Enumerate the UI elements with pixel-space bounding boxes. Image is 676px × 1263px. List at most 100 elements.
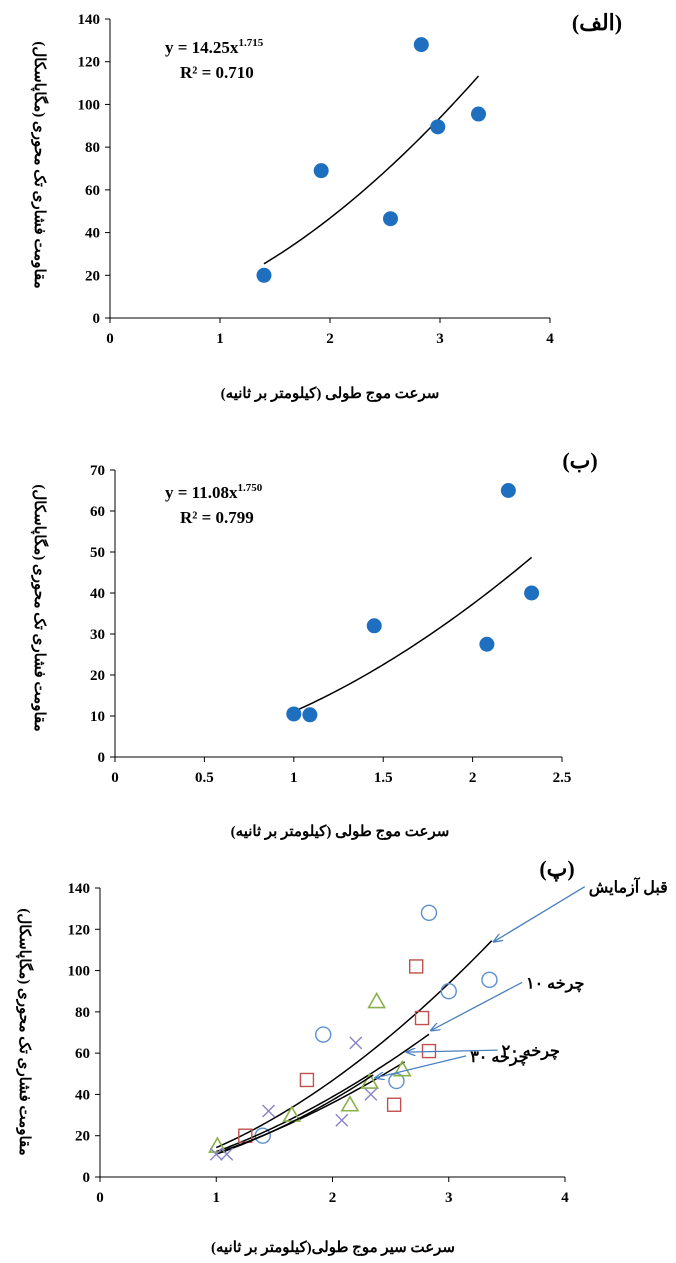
data-point <box>366 618 382 634</box>
data-point-triangle <box>282 1105 302 1122</box>
y-tick-label: 20 <box>90 668 105 684</box>
data-point-triangle <box>360 1072 380 1089</box>
data-point-square <box>386 1097 402 1112</box>
fit-curve <box>216 1061 405 1154</box>
fit-equation-base: y = 14.25x <box>165 38 239 57</box>
fit-equation-exponent: 1.715 <box>238 37 263 49</box>
series-label: چرخه ۲۰ <box>502 1043 560 1061</box>
panel-label: (ب) <box>562 448 597 473</box>
x-tick-label: 0 <box>111 770 119 786</box>
y-tick-label: 100 <box>78 97 101 113</box>
data-point <box>302 707 318 723</box>
x-tick-label: 3 <box>436 331 444 347</box>
data-point-circle <box>440 983 457 1000</box>
data-point-triangle <box>392 1060 412 1077</box>
data-point-x-stroke <box>209 1147 223 1161</box>
y-axis-title: مقاومت فشاری تک محوری (مگاپاسکال) <box>30 41 49 288</box>
y-tick-label: 60 <box>90 504 105 520</box>
y-tick-label: 120 <box>78 55 101 71</box>
series-label-arrow <box>431 981 523 1030</box>
fit-equation-base: y = 11.08x <box>165 483 238 502</box>
x-tick-label: 0 <box>96 1190 104 1206</box>
data-point-square <box>414 1010 430 1026</box>
y-tick-label: 80 <box>85 140 100 156</box>
x-tick-label: 2 <box>326 331 334 347</box>
y-tick-label: 60 <box>75 1046 90 1062</box>
data-point-x <box>262 1104 276 1118</box>
y-tick-label: 50 <box>90 545 105 561</box>
series-label-arrow <box>494 886 586 942</box>
chart-panel-be: 0 0.5 1 1.5 2 2.5 0 10 20 30 40 50 60 70 سرعت موج طولی… <box>30 448 598 840</box>
r-squared: R² = 0.710 <box>180 63 254 82</box>
y-tick-label: 80 <box>75 1005 90 1021</box>
fit-equation: y = 14.25x1.715 <box>165 37 264 57</box>
y-tick-label: 20 <box>85 268 100 284</box>
data-point <box>256 267 272 283</box>
data-point-circle <box>420 904 438 921</box>
fit-equation: y = 11.08x1.750 <box>165 482 263 502</box>
series-x: چرخه ۳۰ <box>209 1036 529 1161</box>
data-point <box>471 106 486 122</box>
series-label: چرخه ۳۰ <box>470 1049 528 1067</box>
y-axis-title: مقاومت فشاری تک محوری (مگاپاسکال) <box>30 484 49 731</box>
x-axis-title: سرعت سیر موج طولی(کیلومتر بر ثانیه) <box>211 1240 455 1256</box>
series-triangle: چرخه ۲۰ <box>208 991 560 1154</box>
x-tick-label: 0.5 <box>195 770 214 786</box>
x-tick-label: 2 <box>469 770 477 786</box>
data-point <box>430 119 446 135</box>
series-circle: قبل آزمایش <box>215 876 668 1149</box>
x-tick-label: 0 <box>106 331 114 347</box>
data-point-square <box>299 1072 315 1088</box>
y-tick-label: 40 <box>90 586 105 602</box>
data-point <box>500 483 516 498</box>
y-tick-label: 60 <box>85 183 100 199</box>
data-point-triangle <box>367 991 387 1009</box>
y-tick-label: 10 <box>90 709 105 725</box>
y-tick-label: 140 <box>68 881 91 897</box>
y-tick-label: 70 <box>90 463 105 479</box>
x-tick-label: 1 <box>216 331 224 347</box>
series-label-arrow <box>375 1055 467 1078</box>
y-tick-label: 140 <box>78 12 101 28</box>
x-tick-label: 4 <box>561 1190 569 1206</box>
panel-label: (پ) <box>539 856 574 883</box>
fit-curve <box>216 1074 374 1155</box>
data-point-circle <box>481 971 498 989</box>
x-tick-label: 4 <box>546 331 554 347</box>
data-point-x <box>335 1113 349 1127</box>
data-point-circle <box>388 1072 405 1090</box>
data-point-x-stroke <box>220 1147 234 1161</box>
x-axis-title: سرعت موج طولی (کیلومتر بر ثانیه) <box>221 386 440 402</box>
fit-curve <box>215 1033 430 1153</box>
y-tick-label: 0 <box>98 750 106 766</box>
x-tick-label: 1 <box>290 770 298 786</box>
data-point-circle <box>315 1026 332 1043</box>
data-point <box>524 585 540 601</box>
y-tick-label: 120 <box>68 922 91 938</box>
data-point-triangle <box>340 1095 360 1112</box>
panel-label: (الف) <box>572 10 622 35</box>
data-point-x-stroke <box>335 1113 349 1127</box>
fit-curve <box>293 556 533 713</box>
data-point-x-stroke <box>349 1036 363 1050</box>
series-label: چرخه ۱۰ <box>526 975 584 993</box>
data-point-x-stroke <box>364 1087 378 1101</box>
y-tick-label: 0 <box>83 1170 91 1186</box>
data-point <box>286 706 302 722</box>
series-label-arrow <box>407 1050 498 1052</box>
data-point-triangle <box>208 1136 227 1153</box>
data-point-x <box>209 1147 223 1161</box>
y-tick-label: 20 <box>75 1129 90 1145</box>
y-axis-title: مقاومت فشاری تک محوری (مگاپاسکال) <box>15 908 34 1155</box>
data-point-x <box>364 1087 378 1101</box>
x-tick-label: 3 <box>445 1190 453 1206</box>
y-tick-label: 40 <box>75 1087 90 1103</box>
x-tick-label: 1.5 <box>374 770 393 786</box>
data-point <box>479 636 495 652</box>
r-squared: R² = 0.799 <box>180 508 254 527</box>
y-tick-label: 40 <box>85 226 100 242</box>
x-tick-label: 2.5 <box>553 770 572 786</box>
fit-curve <box>263 75 480 265</box>
